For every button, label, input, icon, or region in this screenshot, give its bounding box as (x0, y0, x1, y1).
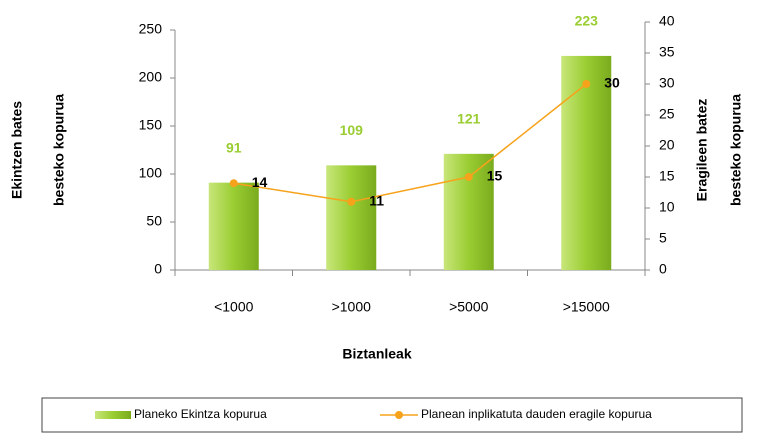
line-point (347, 197, 356, 206)
bar-value-label: 109 (340, 122, 364, 138)
y2-tick-label: 30 (659, 75, 675, 91)
bar-value-label: 121 (457, 111, 481, 127)
y2-tick-label: 10 (659, 199, 675, 215)
y2-axis-title: Eragileen batez (694, 99, 710, 202)
y2-tick-label: 15 (659, 168, 675, 184)
y-tick-label: 0 (154, 261, 162, 277)
x-tick-label: <1000 (214, 299, 254, 315)
x-tick-label: >5000 (449, 299, 489, 315)
y2-tick-label: 40 (659, 13, 675, 29)
line-point (582, 80, 591, 88)
line-point (229, 179, 238, 188)
line-value-label: 15 (487, 168, 503, 184)
y-tick-label: 200 (139, 69, 163, 85)
y-tick-label: 100 (139, 165, 163, 181)
y-axis-title: Ekintzen bates (9, 101, 25, 199)
y-tick-label: 50 (146, 213, 162, 229)
legend-swatch (395, 411, 403, 419)
bar-value-label: 91 (226, 139, 242, 155)
bar-value-label: 223 (575, 13, 599, 29)
line (233, 83, 587, 203)
bar (326, 165, 377, 270)
y2-tick-label: 25 (659, 106, 675, 122)
y-tick-label: 250 (139, 21, 163, 37)
line-point (464, 173, 473, 181)
x-axis-title: Biztanleak (342, 346, 411, 362)
y2-tick-label: 20 (659, 137, 675, 153)
y2-tick-label: 35 (659, 44, 675, 60)
line-value-label: 11 (369, 193, 384, 209)
y2-tick-label: 5 (659, 230, 667, 246)
y-tick-label: 150 (139, 117, 163, 133)
y-axis-title: besteko kopurua (51, 94, 67, 206)
legend-label: Planeko Ekintza kopurua (134, 407, 267, 421)
bar (561, 55, 612, 270)
y2-tick-label: 0 (659, 261, 667, 277)
legend-swatch (95, 411, 131, 419)
bar (208, 182, 259, 270)
legend-label: Planean inplikatuta dauden eragile kopur… (421, 407, 652, 421)
x-tick-label: >1000 (332, 299, 372, 315)
line-value-label: 30 (604, 75, 620, 91)
y2-axis-title: besteko kopurua (728, 94, 744, 206)
line-value-label: 14 (252, 174, 268, 190)
x-tick-label: >15000 (563, 299, 610, 315)
legend-box (41, 397, 743, 433)
